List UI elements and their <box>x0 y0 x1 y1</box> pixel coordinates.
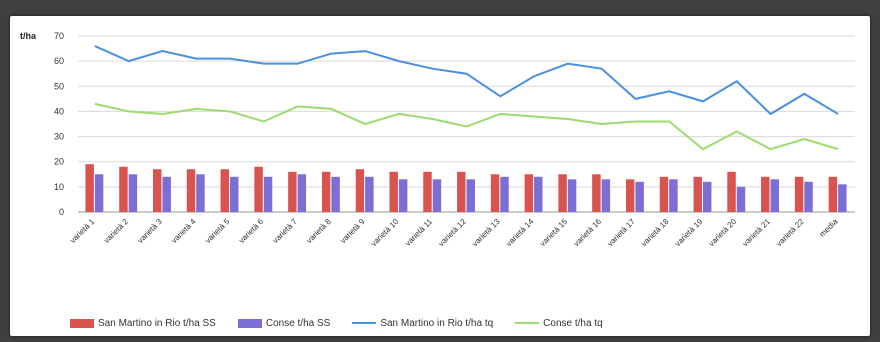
bar <box>693 176 702 212</box>
bar <box>288 171 297 212</box>
x-category-label: varietà 8 <box>305 217 333 245</box>
x-category-label: varietà 17 <box>606 217 638 249</box>
bar <box>331 176 340 212</box>
bar <box>432 179 442 212</box>
y-tick-label: 20 <box>54 157 64 167</box>
bar <box>770 179 780 212</box>
legend-item: Conse t/ha tq <box>515 317 603 329</box>
bar <box>601 179 611 212</box>
bar <box>457 171 466 212</box>
x-category-label: varietà 16 <box>572 217 604 249</box>
bar <box>500 176 509 212</box>
bar <box>196 174 205 212</box>
bar <box>702 181 712 212</box>
legend-swatch <box>352 322 377 324</box>
bar <box>94 174 104 212</box>
x-category-label: varietà 5 <box>203 217 231 245</box>
bar <box>162 176 171 212</box>
y-tick-label: 10 <box>54 182 64 192</box>
legend-swatch <box>70 318 94 328</box>
x-category-label: varietà 15 <box>538 217 570 249</box>
bar <box>625 179 635 212</box>
chart-legend: San Martino in Rio t/ha SS Conse t/ha SS S… <box>70 313 850 333</box>
bar <box>659 176 669 212</box>
x-category-label: varietà 1 <box>68 217 96 245</box>
x-category-label: media <box>818 217 840 239</box>
bar <box>558 174 567 212</box>
bar <box>355 169 365 212</box>
legend-label: Conse t/ha tq <box>543 317 603 329</box>
bar <box>534 176 543 212</box>
x-category-label: varietà 3 <box>136 217 164 245</box>
bar <box>254 166 263 212</box>
x-category-label: varietà 7 <box>271 217 299 245</box>
bar <box>567 179 577 212</box>
bar <box>389 171 398 212</box>
series-line <box>94 45 839 116</box>
bar <box>186 169 196 212</box>
x-category-label: varietà 10 <box>369 217 401 249</box>
x-category-label: varietà 4 <box>170 217 198 245</box>
bar <box>828 176 838 212</box>
y-tick-label: 0 <box>59 207 64 217</box>
legend-swatch <box>237 318 262 328</box>
bar <box>736 186 746 212</box>
legend-item: Conse t/ha SS <box>237 317 331 329</box>
x-category-label: varietà 19 <box>673 217 705 249</box>
x-category-label: varietà 6 <box>237 217 265 245</box>
bar <box>423 171 432 212</box>
y-unit-label: t/ha <box>20 31 37 41</box>
x-category-label: varietà 11 <box>403 217 434 248</box>
y-tick-label: 40 <box>54 106 64 116</box>
bar <box>119 166 128 212</box>
y-tick-label: 50 <box>54 81 64 91</box>
bar <box>466 179 475 212</box>
bar <box>592 174 601 212</box>
bar <box>838 184 847 212</box>
chart-panel: t/ha 0 10 20 30 40 50 60 70 varietà 1 varietà 2 var… <box>10 16 870 336</box>
bar <box>398 179 408 212</box>
legend-label: San Martino in Rio t/ha SS <box>98 317 216 329</box>
bar <box>128 174 138 212</box>
bar <box>794 176 804 212</box>
bar <box>365 176 374 212</box>
x-category-label: varietà 18 <box>639 217 671 249</box>
bar <box>263 176 273 212</box>
y-tick-label: 60 <box>54 56 64 66</box>
bar <box>490 174 500 212</box>
bar <box>220 169 230 212</box>
x-category-label: varietà 13 <box>470 217 502 249</box>
x-category-label: varietà 20 <box>707 217 739 249</box>
series-line <box>94 102 839 151</box>
bar <box>524 174 534 212</box>
bar <box>804 181 813 212</box>
y-tick-label: 30 <box>54 132 64 142</box>
bar <box>635 181 644 212</box>
x-category-label: varietà 2 <box>102 217 130 245</box>
x-category-label: varietà 9 <box>339 217 367 245</box>
x-category-label: varietà 21 <box>741 217 773 249</box>
x-category-label: varietà 22 <box>775 217 807 249</box>
x-category-label: varietà 14 <box>504 217 536 249</box>
bar <box>85 164 94 212</box>
legend-item: San Martino in Rio t/ha tq <box>352 318 493 329</box>
bar <box>321 171 331 212</box>
bar <box>669 179 678 212</box>
legend-label: San Martino in Rio t/ha tq <box>380 317 494 329</box>
bar <box>297 174 307 212</box>
bar <box>152 169 162 212</box>
y-tick-label: 70 <box>54 31 64 41</box>
bar <box>727 171 736 212</box>
bar <box>230 176 239 212</box>
legend-item: San Martino in Rio t/ha SS <box>70 318 216 329</box>
legend-swatch <box>515 322 540 324</box>
x-category-label: varietà 12 <box>437 217 469 249</box>
bar <box>761 176 770 212</box>
legend-label: Conse t/ha SS <box>265 317 331 329</box>
